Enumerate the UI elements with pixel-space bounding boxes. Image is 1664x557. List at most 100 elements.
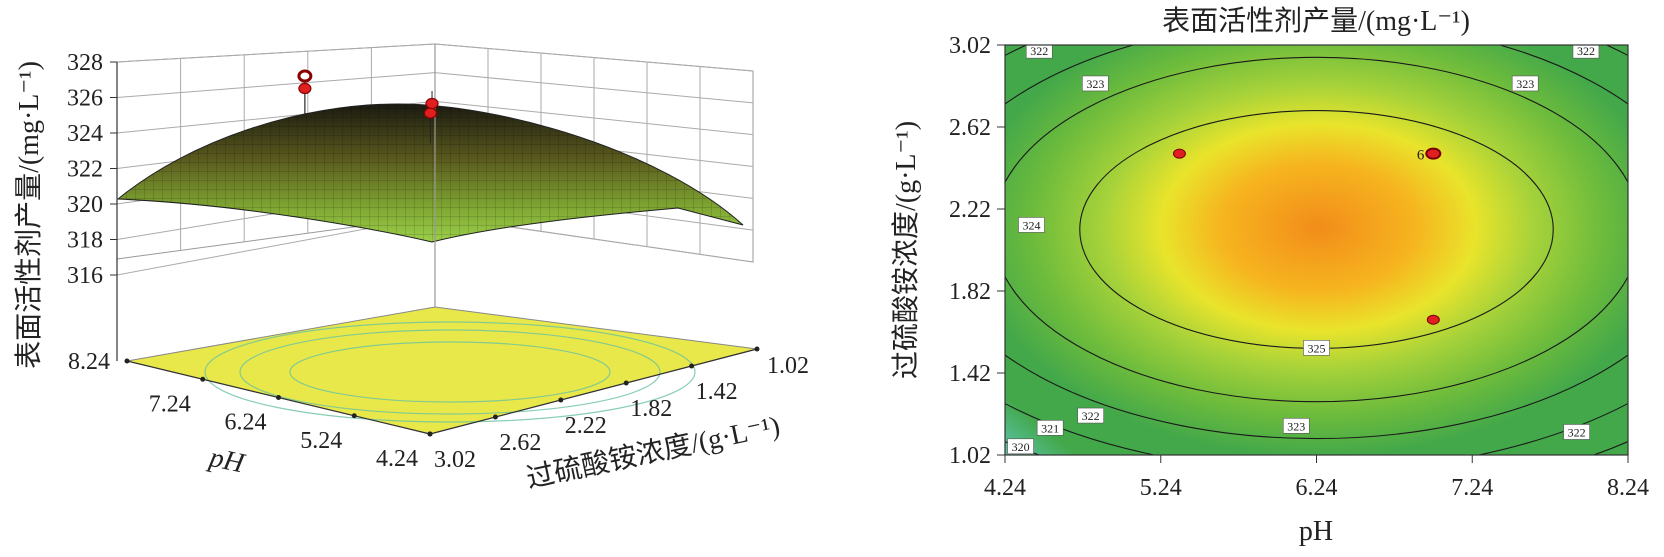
response-surface-mesh: [118, 104, 743, 242]
contour-y-tick-label: 1.02: [949, 443, 991, 469]
wall-gridline-left: [116, 72, 436, 98]
conc-tick-mark: [427, 431, 433, 437]
z-tick-label: 320: [67, 192, 103, 218]
conc-tick-label: 1.02: [767, 353, 809, 379]
surface-design-point: [298, 82, 312, 95]
contour-label-box: [1511, 75, 1539, 92]
conc-tick-mark: [623, 380, 629, 386]
contour-label-text: 321: [1041, 421, 1059, 435]
contour-label-text: 322: [1030, 44, 1048, 58]
contour-label-box: [1018, 217, 1045, 233]
surface-design-point: [425, 97, 439, 110]
contour-level-label: 323: [1082, 75, 1109, 92]
contour-x-tick-label: 7.24: [1451, 475, 1493, 501]
ph-tick-mark: [200, 376, 206, 382]
wall-gridline-left: [116, 43, 436, 63]
contour-label-box: [1007, 438, 1034, 455]
contour-x-title: pH: [1299, 516, 1333, 547]
z-tick-label: 328: [67, 50, 103, 76]
contour-level-label: 322: [1572, 44, 1600, 59]
conc-axis-title: 过硫酸铵浓度/(g·L⁻¹): [524, 410, 783, 495]
contour-level-label: 324: [1018, 217, 1045, 233]
contour-label-text: 322: [1082, 409, 1100, 423]
contour-label-text: 323: [1516, 77, 1534, 91]
contour-y-ticks: 1.02 1.42 1.82 2.22 2.62 3.02: [949, 33, 1005, 469]
surface-plot: 316 318 320 322 324 326 328 8.24 7.24 6.24 5.24 4.…: [13, 43, 809, 495]
contour-x-tick-label: 6.24: [1296, 475, 1338, 501]
contour-label-text: 322: [1577, 44, 1595, 58]
z-tick-label: 316: [67, 263, 103, 289]
contour-title: 表面活性剂产量/(mg·L⁻¹): [1162, 5, 1470, 37]
contour-label-box: [1572, 45, 1600, 59]
z-axis-ticks: 316 318 320 322 324 326 328: [67, 50, 117, 289]
contour-level-label: 322: [1025, 44, 1053, 59]
contour-level-label: 323: [1282, 417, 1310, 434]
contour-design-point: [1172, 148, 1186, 159]
ph-tick-label: 5.24: [300, 428, 342, 454]
surface-design-point: [423, 107, 438, 119]
contour-design-point: [1426, 314, 1440, 325]
contour-label-box: [1563, 424, 1590, 440]
contour-level-label: 325: [1303, 340, 1330, 356]
contour-x-tick-label: 4.24: [984, 475, 1026, 501]
contour-points: 6: [1172, 147, 1442, 325]
contour-y-tick-label: 3.02: [949, 33, 991, 59]
contour-label-text: 323: [1086, 77, 1104, 91]
contour-level-label: 321: [1036, 420, 1064, 436]
ph-tick-label: 4.24: [376, 446, 418, 472]
conc-tick-label: 1.42: [696, 379, 738, 405]
ph-tick-mark: [351, 413, 357, 419]
conc-tick-label: 2.22: [565, 413, 607, 439]
conc-tick-label: 2.62: [499, 430, 541, 456]
ph-axis-ticks: 8.24 7.24 6.24 5.24 4.24: [68, 349, 433, 472]
contour-y-tick-label: 2.22: [949, 197, 991, 223]
ph-tick-label: 7.24: [149, 391, 191, 417]
contour-level-label: 320: [1007, 438, 1034, 455]
conc-tick-mark: [754, 346, 760, 352]
contour-label-box: [1082, 75, 1109, 92]
contour-level-label: 322: [1563, 424, 1590, 440]
contour-label-text: 320: [1012, 440, 1030, 454]
contour-x-ticks: 4.24 5.24 6.24 7.24 8.24: [984, 455, 1649, 501]
contour-line-323: [1005, 45, 1628, 440]
contour-line-324: [1005, 56, 1628, 403]
contour-label-text: 322: [1568, 425, 1586, 439]
ph-axis-title: pH: [205, 442, 249, 480]
contour-level-label: 322: [1077, 407, 1104, 424]
contour-point-count: 6: [1417, 148, 1425, 164]
conc-axis-ticks: 3.02 2.62 2.22 1.82 1.42 1.02: [427, 346, 809, 473]
contour-level-label: 323: [1511, 75, 1539, 92]
z-tick-label: 322: [67, 157, 103, 183]
surface-points: [297, 69, 439, 144]
contour-labels: 322 323 322 323 324 325 322 321 323 322 320: [1007, 44, 1600, 455]
conc-tick-mark: [558, 397, 564, 403]
z-axis-title: 表面活性剂产量/(mg·L⁻¹): [13, 61, 45, 369]
contour-y-tick-label: 1.42: [949, 361, 991, 387]
contour-x-tick-label: 8.24: [1607, 475, 1649, 501]
contour-label-box: [1282, 417, 1310, 434]
ph-tick-label: 8.24: [68, 349, 110, 375]
contour-y-tick-label: 2.62: [949, 115, 991, 141]
conc-tick-mark: [492, 414, 498, 420]
ph-tick-mark: [124, 358, 130, 364]
conc-tick-label: 3.02: [434, 447, 476, 473]
z-tick-label: 326: [67, 86, 103, 112]
contour-y-title: 过硫酸铵浓度/(g·L⁻¹): [890, 121, 922, 379]
contour-label-box: [1077, 407, 1104, 424]
contour-label-box: [1303, 340, 1330, 356]
floor-contours: [204, 321, 696, 423]
z-tick-label: 324: [67, 121, 103, 147]
contour-label-text: 323: [1287, 419, 1305, 433]
ph-tick-mark: [276, 395, 281, 400]
ph-tick-label: 6.24: [225, 410, 267, 436]
conc-tick-mark: [689, 363, 695, 369]
surface-design-point: [297, 69, 313, 83]
contour-label-box: [1025, 45, 1053, 59]
contour-plot: 表面活性剂产量/(mg·L⁻¹) 32232332232332432532232…: [890, 5, 1649, 547]
z-tick-label: 318: [67, 228, 103, 254]
contour-label-text: 324: [1022, 218, 1040, 232]
contour-y-tick-label: 1.82: [949, 279, 991, 305]
contour-design-point: [1425, 147, 1442, 160]
contour-label-box: [1036, 420, 1064, 436]
